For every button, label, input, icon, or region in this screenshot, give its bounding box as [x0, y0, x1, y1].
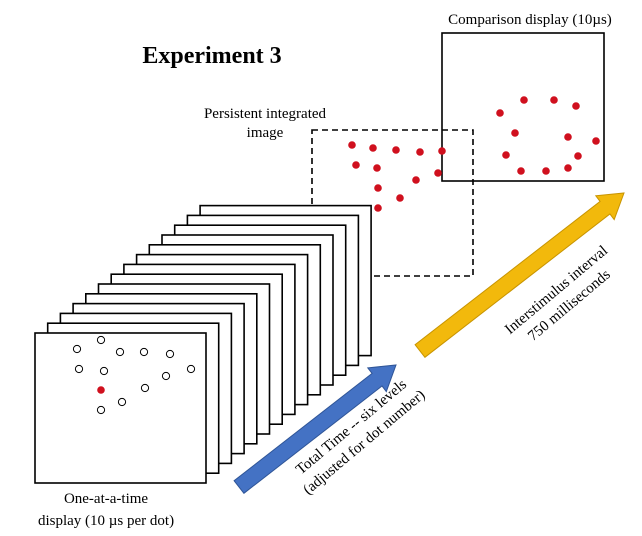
front-frame-dots [72, 335, 196, 415]
persistent-dot [412, 176, 420, 184]
persistent-dot [352, 161, 360, 169]
open-dot [99, 366, 109, 376]
comparison-dot [550, 96, 558, 104]
persistent-dot [374, 184, 382, 192]
open-dot [140, 383, 150, 393]
comparison-dot [496, 109, 504, 117]
comparison-dot [517, 167, 525, 175]
persistent-dot [369, 144, 377, 152]
comparison-dots [496, 96, 600, 175]
open-dot [117, 397, 127, 407]
comparison-dot [520, 96, 528, 104]
open-dot [96, 335, 106, 345]
open-dot [72, 344, 82, 354]
open-dot [96, 405, 106, 415]
one-at-a-time-label-line2: display (10 µs per dot) [38, 513, 174, 529]
interstimulus-arrow-icon [414, 192, 625, 359]
comparison-dot [511, 129, 519, 137]
one-at-a-time-label-line1: One-at-a-time [64, 491, 148, 507]
open-dot [139, 347, 149, 357]
open-dot [186, 364, 196, 374]
comparison-dot [572, 102, 580, 110]
front-display-frame [34, 332, 207, 484]
persistent-dots [348, 141, 446, 212]
open-dot [74, 364, 84, 374]
comparison-dot [574, 152, 582, 160]
diagram-title: Experiment 3 [142, 43, 281, 69]
persistent-dot [438, 147, 446, 155]
comparison-dot [564, 133, 572, 141]
persistent-dot [348, 141, 356, 149]
persistent-dot [396, 194, 404, 202]
open-dot [161, 371, 171, 381]
persistent-label-line2: image [247, 125, 284, 141]
total-time-arrow-icon [233, 364, 397, 495]
comparison-dot [592, 137, 600, 145]
persistent-dot [434, 169, 442, 177]
persistent-dot [374, 204, 382, 212]
persistent-dot [373, 164, 381, 172]
persistent-dot [416, 148, 424, 156]
comparison-dot [564, 164, 572, 172]
persistent-integrated-image-frame [311, 129, 474, 277]
highlighted-dot [97, 386, 105, 394]
comparison-dot [502, 151, 510, 159]
frame-stack [34, 204, 372, 484]
persistent-label-line1: Persistent integrated [204, 106, 327, 122]
open-dot [165, 349, 175, 359]
persistent-dot [392, 146, 400, 154]
comparison-dot [542, 167, 550, 175]
comparison-display-label: Comparison display (10µs) [448, 12, 612, 28]
open-dot [115, 347, 125, 357]
